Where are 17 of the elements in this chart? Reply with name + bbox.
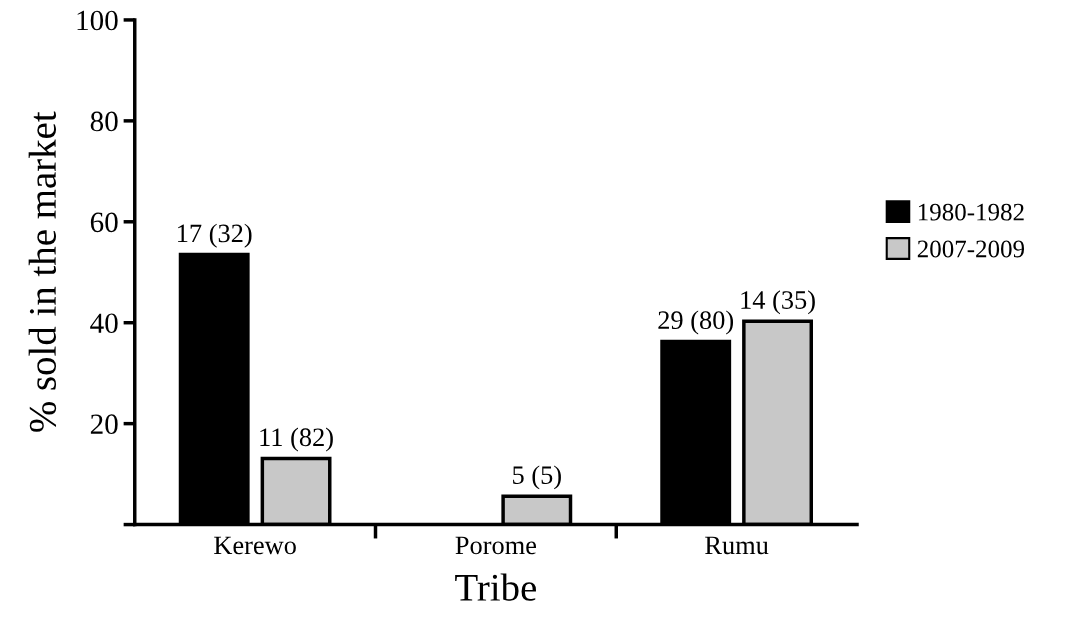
y-tick-label: 80 — [90, 111, 118, 132]
y-tick-label: 60 — [90, 212, 118, 233]
legend-label: 2007-2009 — [917, 240, 1025, 258]
y-tick-label: 40 — [90, 313, 118, 334]
annotation: 11 (82) — [260, 427, 333, 452]
y-tick-label: 100 — [77, 10, 118, 31]
x-tick-label: Porome — [455, 536, 537, 555]
x-axis-title: Tribe — [455, 573, 536, 601]
x-tick-label: Kerewo — [214, 536, 296, 555]
x-tick-label: Rumu — [705, 536, 769, 555]
y-tick-label: 20 — [90, 414, 118, 435]
legend-label: 1980-1982 — [918, 203, 1024, 221]
annotation: 29 (80) — [658, 310, 734, 335]
annotation: 5 (5) — [513, 465, 561, 490]
annotation: 14 (35) — [741, 290, 815, 315]
y-axis-title: % sold in the market — [28, 111, 57, 432]
annotation: 17 (32) — [178, 223, 252, 248]
